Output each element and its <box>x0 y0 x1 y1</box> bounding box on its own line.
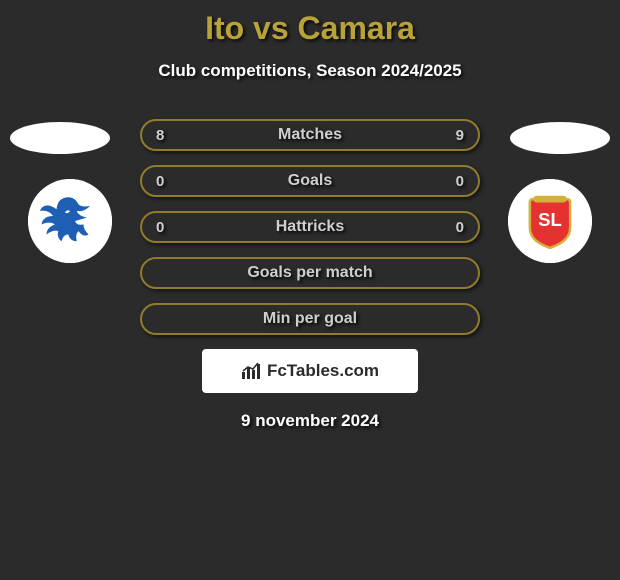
stats-container: 8 Matches 9 0 Goals 0 0 Hattricks 0 Goal… <box>140 119 480 335</box>
bar-chart-icon <box>241 362 261 380</box>
player-photo-right <box>510 122 610 154</box>
stat-label: Matches <box>278 126 342 144</box>
branding-text: FcTables.com <box>267 361 379 381</box>
stat-label: Hattricks <box>276 218 344 236</box>
stat-value-right: 0 <box>456 173 464 190</box>
comparison-date: 9 november 2024 <box>0 411 620 431</box>
stat-row: 0 Goals 0 <box>140 165 480 197</box>
stat-label: Goals <box>288 172 332 190</box>
stat-row: Goals per match <box>140 257 480 289</box>
comparison-subtitle: Club competitions, Season 2024/2025 <box>0 61 620 81</box>
player-photo-left <box>10 122 110 154</box>
stat-value-right: 9 <box>456 127 464 144</box>
club-logo-left <box>28 179 112 263</box>
stat-value-right: 0 <box>456 219 464 236</box>
stat-row: Min per goal <box>140 303 480 335</box>
stat-value-left: 0 <box>156 219 164 236</box>
gent-logo-icon <box>28 179 112 263</box>
stat-row: 0 Hattricks 0 <box>140 211 480 243</box>
svg-text:SL: SL <box>538 209 562 230</box>
stat-label: Goals per match <box>247 264 372 282</box>
comparison-title: Ito vs Camara <box>0 0 620 47</box>
club-logo-right: SL <box>508 179 592 263</box>
branding-box: FcTables.com <box>202 349 418 393</box>
standard-liege-logo-icon: SL <box>508 179 592 263</box>
stat-value-left: 0 <box>156 173 164 190</box>
stat-value-left: 8 <box>156 127 164 144</box>
stat-label: Min per goal <box>263 310 357 328</box>
stat-row: 8 Matches 9 <box>140 119 480 151</box>
